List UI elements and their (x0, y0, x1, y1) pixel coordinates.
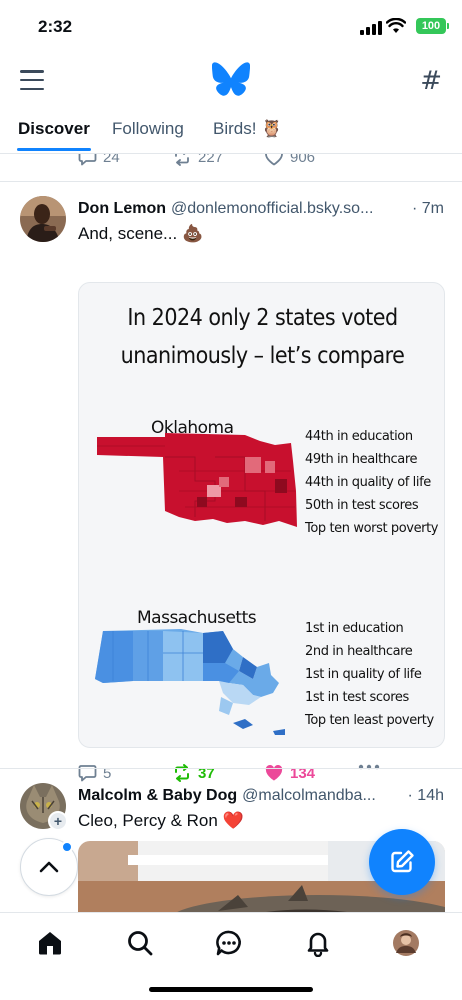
reply-icon (78, 154, 97, 166)
repost-count: 227 (198, 154, 224, 166)
stat: 44th in quality of life (305, 475, 431, 490)
tab-discover[interactable]: Discover (18, 119, 90, 138)
post-image[interactable]: In 2024 only 2 states voted unanimously … (78, 282, 445, 748)
post-text: Cleo, Percy & Ron ❤️ (78, 811, 244, 830)
massachusetts-map (95, 629, 285, 735)
state-name-oklahoma: Oklahoma (151, 418, 234, 438)
oklahoma-map (97, 433, 297, 527)
post-header: Don Lemon @donlemonofficial.bsky.so... ·… (78, 200, 444, 218)
search-icon[interactable] (124, 927, 156, 959)
stat: 49th in healthcare (305, 452, 418, 467)
massachusetts-stats: 1st in education 2nd in healthcare 1st i… (305, 617, 434, 732)
previous-post-actions: 24 227 906 (78, 154, 438, 168)
home-indicator (149, 987, 313, 992)
image-title-line1: In 2024 only 2 states voted (127, 305, 398, 331)
butterfly-logo[interactable] (212, 62, 250, 96)
active-tab-indicator (17, 148, 91, 151)
state-name-massachusetts: Massachusetts (137, 608, 257, 628)
chevron-up-icon (39, 861, 59, 873)
post-text: And, scene... 💩 (78, 224, 204, 243)
image-title-line2: unanimously – let’s compare (120, 343, 405, 369)
author-handle[interactable]: @donlemonofficial.bsky.so... (171, 200, 374, 217)
repost-button[interactable]: 227 (172, 154, 223, 166)
feed-tabs: Discover Following Birds! 🦉 (0, 108, 462, 154)
hamburger-icon[interactable] (20, 70, 44, 90)
repost-icon (175, 154, 189, 166)
tab-following[interactable]: Following (112, 119, 184, 138)
stat: 44th in education (305, 429, 413, 444)
author-name[interactable]: Don Lemon (78, 200, 166, 217)
new-posts-indicator (61, 841, 73, 853)
author-handle[interactable]: @malcolmandba... (242, 787, 376, 804)
post[interactable]: Don Lemon @donlemonofficial.bsky.so... ·… (0, 182, 462, 782)
scroll-to-top-button[interactable] (20, 838, 78, 896)
reply-icon (78, 765, 97, 782)
stat: Top ten worst poverty (305, 521, 439, 536)
status-bar: 2:32 100 (0, 0, 462, 54)
stat: 1st in education (305, 621, 404, 636)
stat: 2nd in healthcare (305, 644, 413, 659)
pencil-square-icon (391, 850, 414, 873)
bell-icon[interactable] (302, 927, 334, 959)
divider (0, 768, 462, 769)
wifi-icon (386, 18, 406, 33)
chat-icon[interactable] (213, 927, 245, 959)
status-time: 2:32 (38, 17, 73, 36)
bottom-nav (0, 912, 462, 1000)
like-button[interactable]: 906 (264, 154, 315, 166)
follow-plus-icon[interactable]: + (48, 811, 68, 831)
author-name[interactable]: Malcolm & Baby Dog (78, 787, 238, 804)
avatar[interactable] (20, 196, 66, 242)
post-time: · 14h (407, 787, 444, 804)
profile-avatar[interactable] (390, 927, 422, 959)
like-count: 906 (290, 154, 316, 166)
stat: Top ten least poverty (305, 713, 434, 728)
stat: 1st in quality of life (305, 667, 422, 682)
post-time: · 7m (412, 200, 444, 217)
post-header: Malcolm & Baby Dog @malcolmandba... · 14… (78, 787, 444, 805)
reply-count: 5 (103, 764, 112, 782)
home-icon[interactable] (34, 927, 66, 959)
reply-button[interactable]: 5 (78, 764, 111, 782)
top-nav: # (0, 56, 462, 104)
feed[interactable]: 24 227 906 Don Lemon @donlemonoff (0, 154, 462, 912)
reply-count: 24 (103, 154, 120, 166)
reply-button[interactable]: 24 (78, 154, 120, 166)
heart-icon (265, 154, 283, 166)
oklahoma-stats: 44th in education 49th in healthcare 44t… (305, 425, 439, 540)
tab-birds[interactable]: Birds! 🦉 (213, 119, 283, 138)
compose-button[interactable] (369, 829, 435, 895)
battery-icon: 100 (416, 18, 449, 34)
signal-icon (360, 21, 382, 35)
hashtag-icon[interactable]: # (420, 66, 442, 96)
stat: 1st in test scores (305, 690, 409, 705)
repost-icon (175, 764, 189, 782)
divider (0, 181, 462, 182)
stat: 50th in test scores (305, 498, 419, 513)
post[interactable]: + Malcolm & Baby Dog @malcolmandba... · … (0, 769, 462, 912)
